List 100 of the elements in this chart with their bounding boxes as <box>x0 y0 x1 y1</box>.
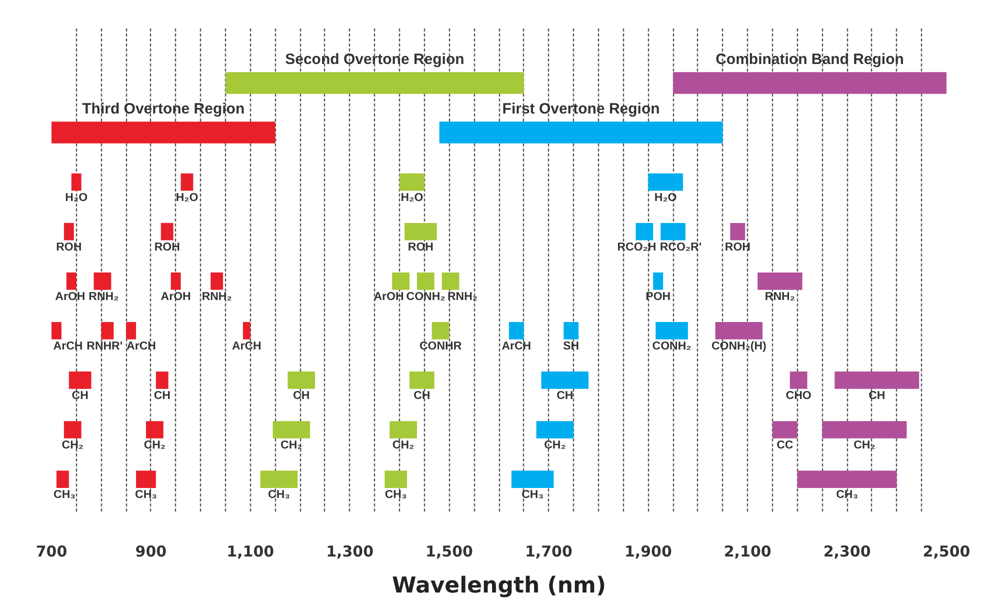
x-tick-label: 900 <box>135 542 167 560</box>
bar <box>653 272 664 290</box>
data-label: CH₂ <box>144 440 166 452</box>
bar <box>772 421 798 438</box>
bar <box>288 372 316 389</box>
data-label: CH <box>154 390 170 402</box>
bar <box>146 421 164 438</box>
bar <box>511 470 554 488</box>
bar <box>660 222 686 240</box>
bar <box>432 322 450 340</box>
bar <box>94 272 112 290</box>
bar <box>400 173 424 191</box>
data-label: H₂O <box>176 192 198 204</box>
bar <box>715 322 763 340</box>
data-label: CH <box>72 390 88 402</box>
bar <box>730 222 746 240</box>
data-label: H₂O <box>400 192 424 204</box>
bar <box>71 173 82 191</box>
bar <box>508 322 524 340</box>
data-label: CH <box>556 390 574 402</box>
data-label: CONH₂(H) <box>711 340 767 353</box>
bar <box>822 421 907 438</box>
data-label: CH₂ <box>62 440 84 452</box>
bar <box>180 173 194 191</box>
data-label: RNHR' <box>86 340 123 353</box>
bar <box>536 421 574 438</box>
data-label: CH₂ <box>544 440 566 452</box>
data-label: ROH <box>724 242 750 254</box>
data-label: ArOH <box>55 291 86 304</box>
bar <box>384 470 408 488</box>
bar <box>64 222 74 240</box>
bar <box>416 272 434 290</box>
bar <box>126 322 136 340</box>
data-label: CH <box>414 390 430 402</box>
data-label: H₂O <box>65 192 88 204</box>
bar <box>390 421 417 438</box>
data-label: CH₃ <box>268 489 290 502</box>
bar <box>260 470 298 488</box>
x-tick-label: 1,100 <box>226 542 274 560</box>
bar <box>210 272 224 290</box>
data-label: RNH₂ <box>447 291 478 304</box>
data-label: ArCH <box>126 340 156 353</box>
data-label: RCO₂R' <box>660 242 702 254</box>
data-label: RNH₂ <box>88 291 119 304</box>
data-label: CH₃ <box>135 489 157 502</box>
bar <box>404 222 437 240</box>
bar <box>564 322 579 340</box>
bar <box>648 173 683 191</box>
x-tick-label: 1,700 <box>525 542 572 560</box>
bar <box>170 272 181 290</box>
data-label: CONH₂ <box>652 340 692 353</box>
bar <box>758 272 802 290</box>
data-label: CH <box>868 390 886 402</box>
data-label: ArCH <box>232 340 262 353</box>
x-tick-label: 1,300 <box>326 542 374 560</box>
data-label: ArCH <box>53 340 83 353</box>
bar <box>64 421 82 438</box>
bar <box>442 272 460 290</box>
bar <box>101 322 114 340</box>
bar <box>410 372 434 389</box>
bar <box>636 222 654 240</box>
bar <box>392 272 410 290</box>
bar <box>541 372 588 389</box>
data-label: CONH₂ <box>406 291 446 304</box>
bar <box>160 222 174 240</box>
data-label: CONHR <box>419 340 462 353</box>
x-tick-label: 2,100 <box>724 542 772 560</box>
data-label: ArOH <box>374 291 404 304</box>
bar <box>272 421 310 438</box>
data-label: CH₃ <box>836 489 858 502</box>
data-label: CH₃ <box>54 489 76 502</box>
data-label: First Overtone Region <box>502 100 660 118</box>
bar <box>68 372 92 389</box>
x-tick-label: 1,500 <box>426 542 474 560</box>
data-label: ArCH <box>502 340 532 353</box>
bar <box>136 470 156 488</box>
bar <box>52 322 62 340</box>
data-label: H₂O <box>654 192 677 204</box>
x-tick-label: 700 <box>36 542 68 560</box>
x-tick-label: 1,900 <box>624 542 672 560</box>
data-label: Third Overtone Region <box>82 100 245 118</box>
bar <box>242 322 250 340</box>
data-label: CH₂ <box>854 440 876 452</box>
bar <box>656 322 688 340</box>
bar <box>56 470 69 488</box>
x-tick-label: 2,500 <box>922 542 970 560</box>
data-label: CH₃ <box>522 489 544 502</box>
data-label: ROH <box>408 242 434 254</box>
data-label: RNH₂ <box>764 291 795 304</box>
bar <box>156 372 168 389</box>
data-label: CHO <box>786 390 812 402</box>
data-label: ROH <box>154 242 180 254</box>
data-label: CC <box>776 440 794 452</box>
data-label: ArOH <box>160 291 191 304</box>
data-label: CH₂ <box>392 440 414 452</box>
data-label: RCO₂H <box>617 242 656 254</box>
data-label: CH <box>293 390 310 402</box>
bar <box>797 470 897 488</box>
x-tick-label: 2,300 <box>823 542 871 560</box>
data-label: CH₂ <box>280 440 302 452</box>
